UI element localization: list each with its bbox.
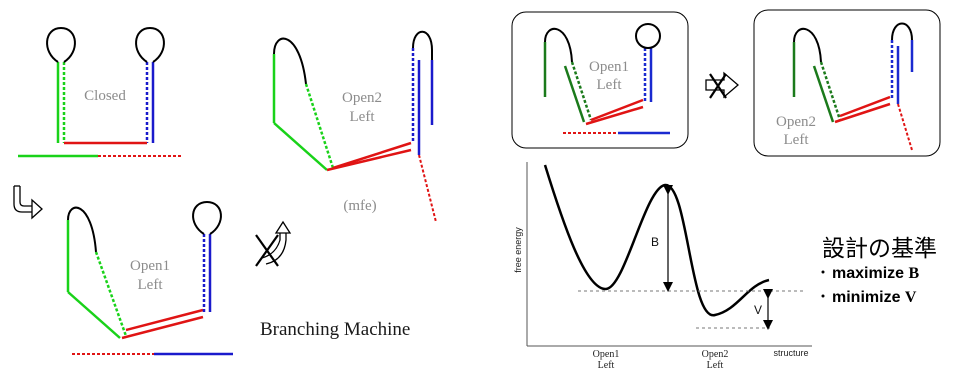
- energy-landscape-plot: [526, 162, 812, 347]
- tick-open1-top: Open1: [593, 349, 620, 360]
- barrier-label: B: [651, 235, 659, 249]
- box1-label-top: Open1: [589, 59, 629, 75]
- open1-left-structure: [66, 200, 233, 356]
- box2-label-bottom: Left: [784, 132, 810, 148]
- box1-label-bottom: Left: [597, 77, 623, 93]
- gap-label: V: [754, 303, 762, 317]
- bullet-icon: [821, 294, 825, 298]
- tick-open1-bottom: Left: [598, 360, 615, 371]
- bullet-icon: [821, 270, 825, 274]
- open1-left-label-top: Open1: [130, 258, 170, 274]
- crossed-curved-arrow-icon: [255, 220, 292, 267]
- curved-arrow-icon: [13, 185, 43, 220]
- branching-machine-caption: Branching Machine: [260, 319, 410, 340]
- mfe-label: (mfe): [343, 198, 376, 214]
- closed-structure: [18, 26, 182, 158]
- x-axis-label: structure: [773, 348, 808, 358]
- tick-open2-top: Open2: [702, 349, 729, 360]
- open2-left-label-top: Open2: [342, 90, 382, 106]
- y-axis-label: free energy: [513, 227, 523, 273]
- open2-left-label-bottom: Left: [350, 109, 376, 125]
- criteria-item-minimize: minimize V: [832, 289, 917, 306]
- criteria-title: 設計の基準: [822, 236, 937, 262]
- closed-label: Closed: [84, 88, 126, 104]
- open2-left-structure: [272, 30, 437, 223]
- box2-label-top: Open2: [776, 114, 816, 130]
- open1-left-panel: [511, 11, 689, 149]
- tick-open2-bottom: Left: [707, 360, 724, 371]
- open1-left-label-bottom: Left: [138, 277, 164, 293]
- open2-left-panel: [753, 9, 941, 157]
- criteria-item-maximize: maximize B: [832, 265, 920, 282]
- crossed-arrow-icon: [705, 71, 739, 99]
